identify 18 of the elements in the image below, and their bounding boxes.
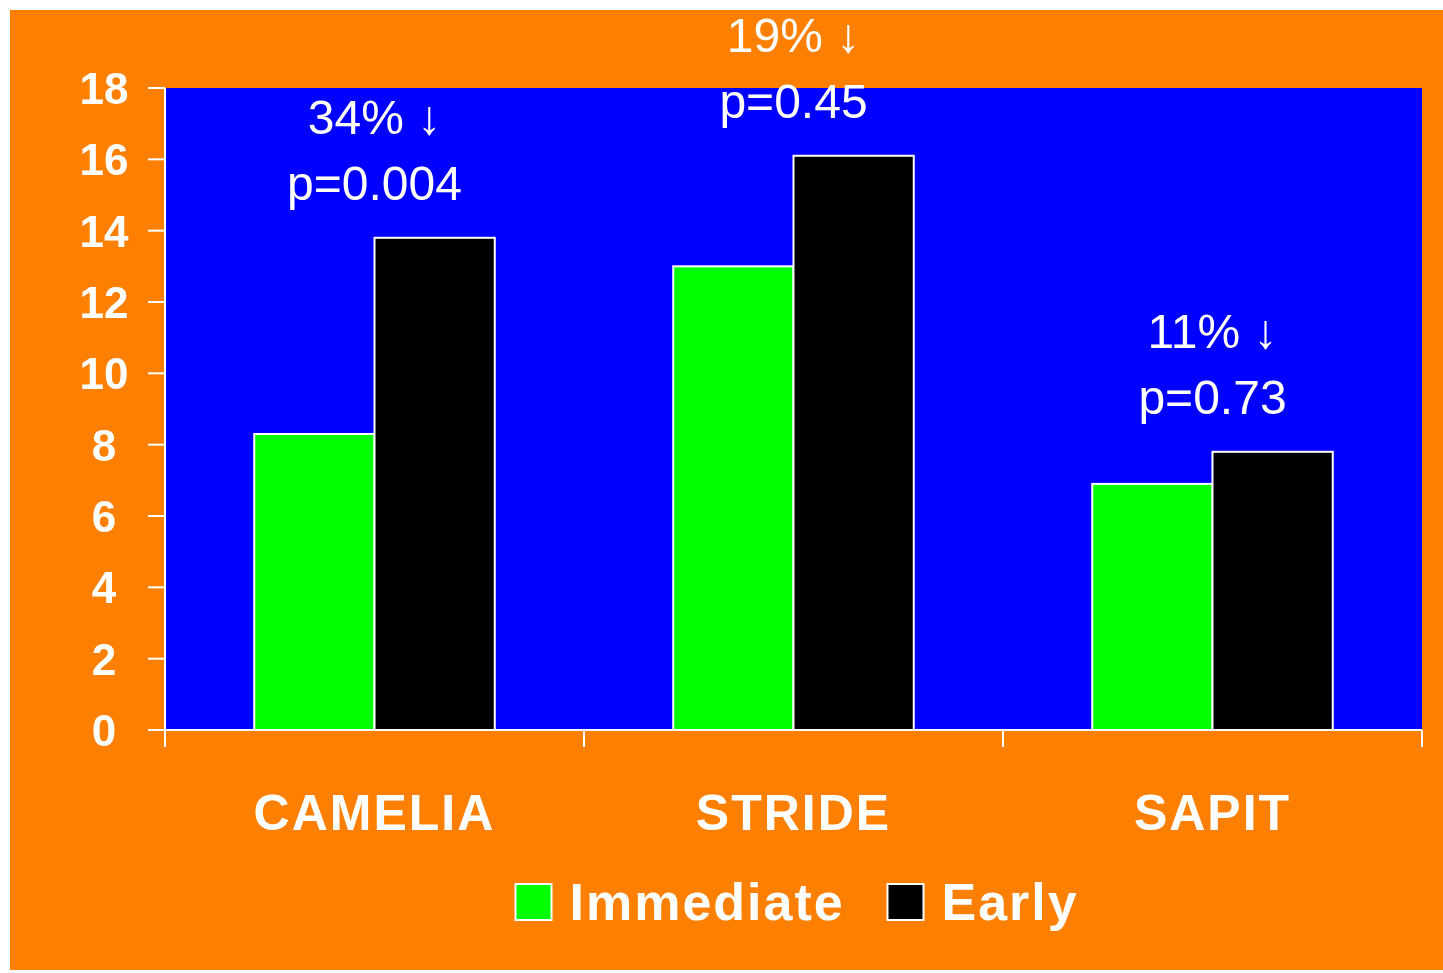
annotation: 11% ↓ p=0.73 [1138, 304, 1287, 424]
x-tick-label: SAPIT [1133, 785, 1292, 841]
annotation: 34% ↓ p=0.004 [287, 90, 462, 210]
x-tick-label: CAMELIA [253, 785, 496, 841]
y-tick-label: 8 [91, 420, 117, 470]
y-tick-label: 6 [91, 491, 117, 541]
y-tick-label: 14 [79, 206, 129, 256]
y-tick-label: 10 [79, 349, 129, 399]
y-tick-label: 18 [79, 63, 129, 113]
annotation: 19% ↓ p=0.45 [719, 8, 868, 128]
y-tick-label: 12 [79, 277, 129, 327]
y-tick-label: 0 [91, 705, 117, 755]
x-tick-label: STRIDE [695, 785, 892, 841]
y-tick-label: 4 [91, 563, 117, 613]
legend-label: Early [941, 873, 1079, 931]
legend-label: Immediate [569, 873, 845, 931]
y-tick-label: 16 [79, 135, 129, 185]
y-tick-label: 2 [91, 634, 117, 684]
